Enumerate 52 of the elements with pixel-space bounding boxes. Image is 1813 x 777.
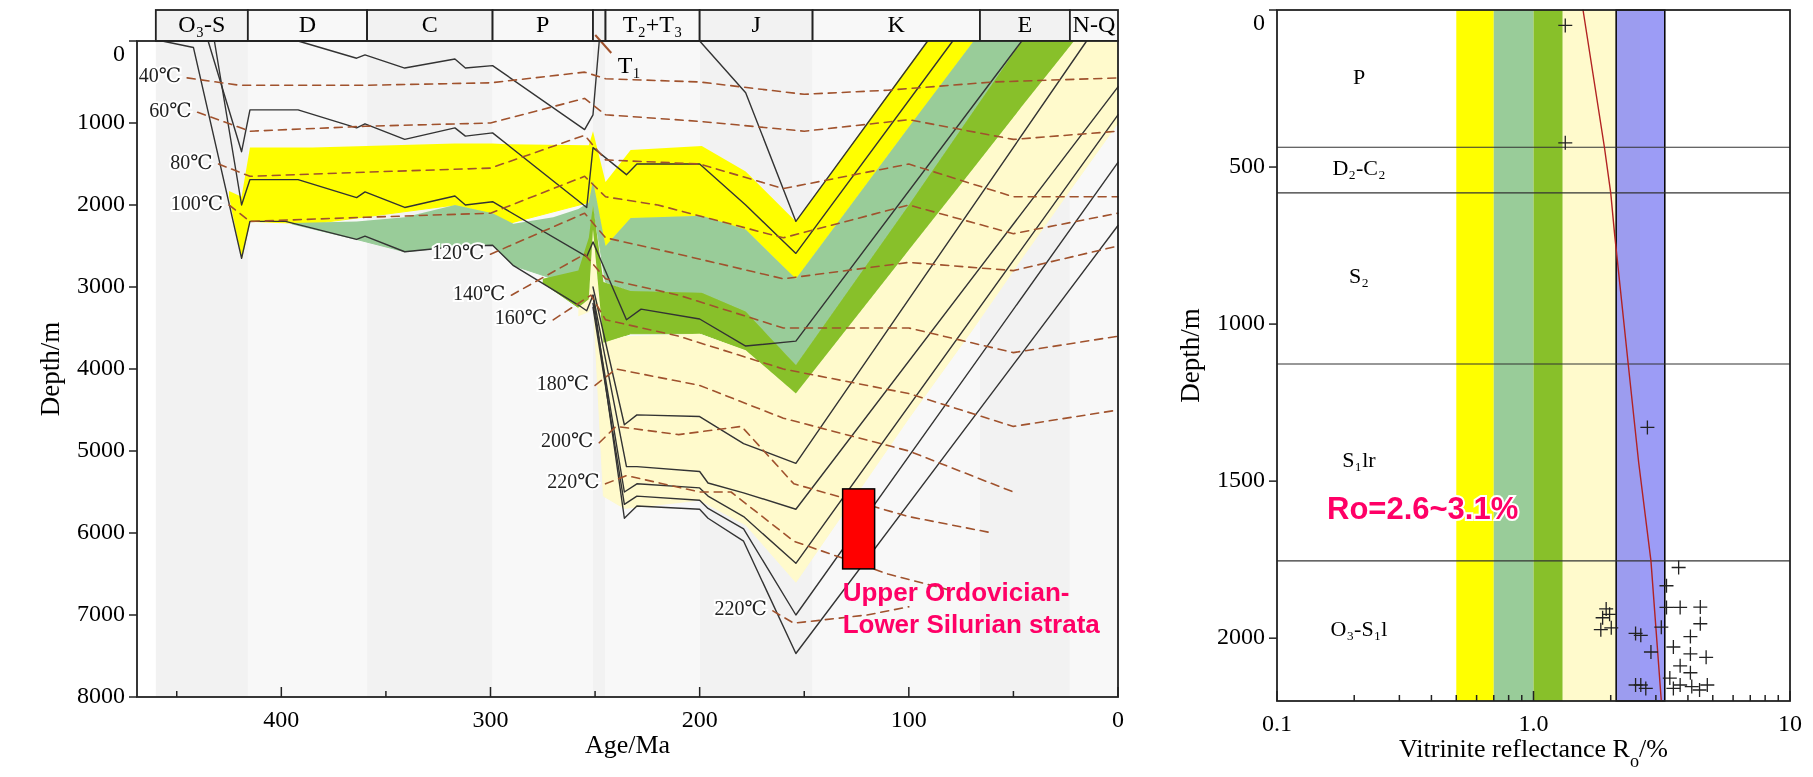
x-tick-label: 10 [1778, 709, 1802, 736]
x-tick-label: 0 [1112, 705, 1124, 732]
annotation: D₂-C₂ [1332, 155, 1386, 181]
series-label: 120℃ [432, 240, 485, 263]
series-label: 40℃ [138, 64, 182, 87]
y-tick-label: 1500 [1217, 465, 1265, 492]
y-tick-label: 1000 [1217, 308, 1265, 335]
series-label: 220℃ [547, 470, 600, 493]
band-label: E [1017, 11, 1033, 38]
y-tick-label: 0 [1253, 8, 1265, 35]
band-label: K [887, 11, 906, 38]
series-label: 220℃ [714, 597, 767, 620]
y-tick-label: 3000 [77, 271, 125, 298]
annotation: S₁lr [1342, 447, 1377, 473]
y-tick-label: 4000 [77, 353, 125, 380]
x-tick-label: 300 [472, 705, 509, 732]
y-tick-label: 5000 [77, 435, 125, 462]
x-tick-label: 200 [681, 705, 718, 732]
annotation: Upper Ordovician-Lower Silurian strata [842, 576, 1101, 639]
series-label: 160℃ [494, 306, 548, 329]
y-tick-label: 2000 [1217, 622, 1265, 649]
x-tick-label: 1.0 [1518, 709, 1549, 736]
band-label: P [536, 11, 550, 38]
series-label: 140℃ [453, 281, 506, 304]
band-label: C [421, 11, 438, 38]
y-tick-label: 2000 [77, 189, 125, 216]
band-label: O₃-S [178, 11, 226, 38]
y-tick-label: 7000 [77, 599, 125, 626]
band-label: T₂+T₃ [622, 11, 683, 38]
series-label: 180℃ [536, 371, 590, 394]
series-label: 200℃ [540, 429, 594, 452]
band-label: J [751, 11, 761, 38]
x-axis-title: Vitrinite reflectance R$_{o}$/% [1399, 734, 1668, 771]
annotation: P [1352, 63, 1366, 89]
y-axis-title: Depth/m [35, 321, 65, 417]
annotation: O₃-S₁l [1330, 616, 1388, 641]
series-label: 80℃ [170, 150, 213, 173]
y-tick-label: 0 [113, 39, 125, 66]
y-axis-title: Depth/m [1175, 308, 1205, 403]
y-tick-label: 1000 [77, 107, 125, 134]
series-label: 60℃ [149, 98, 192, 121]
x-tick-label: 400 [263, 705, 300, 732]
band-label: D [298, 11, 317, 38]
x-axis-title: Age/Ma [584, 730, 671, 759]
y-tick-label: 6000 [77, 517, 125, 544]
y-tick-label: 500 [1229, 151, 1265, 178]
y-tick-label: 8000 [77, 681, 125, 708]
x-tick-label: 0.1 [1262, 709, 1292, 736]
band-label: T₁ [617, 51, 641, 78]
annotation: S₂ [1349, 263, 1369, 289]
series-label: 100℃ [170, 191, 224, 214]
x-tick-label: 100 [890, 705, 927, 732]
